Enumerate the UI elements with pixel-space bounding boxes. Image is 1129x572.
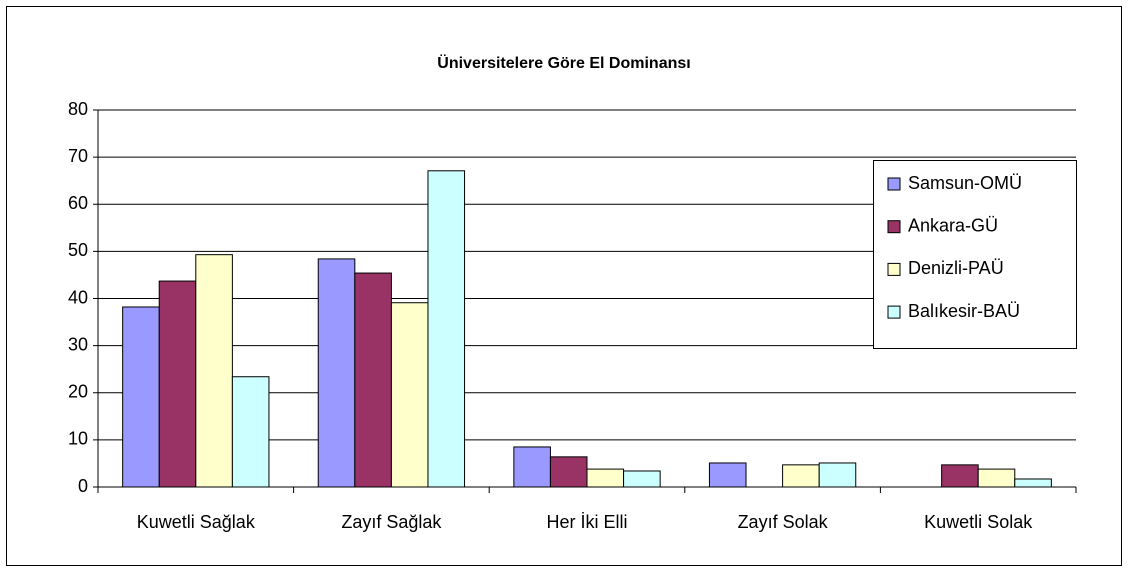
legend-swatch [887, 305, 901, 319]
bar [818, 462, 857, 488]
x-tick-label: Zayıf Sağlak [341, 512, 442, 532]
bar [977, 468, 1016, 488]
bar [941, 464, 979, 488]
y-tick-label: 20 [68, 382, 88, 402]
bar [623, 470, 661, 488]
legend-swatch [887, 262, 901, 276]
x-tick-label: Zayıf Solak [738, 512, 829, 532]
y-tick-label: 80 [68, 99, 88, 119]
legend-label: Balıkesir-BAÜ [908, 301, 1020, 321]
bar [427, 170, 466, 488]
bar [1014, 478, 1052, 488]
y-tick-label: 60 [68, 193, 88, 213]
bar [158, 280, 197, 488]
legend-label: Denizli-PAÜ [908, 258, 1004, 278]
y-tick-label: 30 [68, 334, 88, 354]
bar [549, 456, 588, 488]
bar [354, 272, 392, 488]
bar [708, 462, 747, 488]
legend-swatch [887, 220, 901, 234]
y-tick-label: 50 [68, 240, 88, 260]
legend-box [873, 160, 1077, 349]
y-tick-label: 40 [68, 287, 88, 307]
y-tick-label: 10 [68, 429, 88, 449]
bar [390, 302, 429, 488]
bar [513, 446, 551, 488]
y-tick-label: 0 [78, 476, 88, 496]
legend-label: Samsun-OMÜ [908, 173, 1022, 193]
legend-label: Ankara-GÜ [908, 215, 998, 235]
bar [586, 468, 625, 488]
x-tick-label: Her İki Elli [546, 512, 627, 532]
chart-title: Üniversitelere Göre El Dominansı [437, 53, 690, 72]
bar [782, 464, 820, 488]
x-tick-label: Kuwetli Sağlak [137, 512, 256, 532]
bar [195, 254, 233, 488]
bar [122, 306, 160, 488]
y-tick-label: 70 [68, 146, 88, 166]
bar [231, 376, 270, 488]
bar [317, 258, 356, 488]
x-tick-label: Kuwetli Solak [924, 512, 1033, 532]
legend-swatch [887, 177, 901, 191]
